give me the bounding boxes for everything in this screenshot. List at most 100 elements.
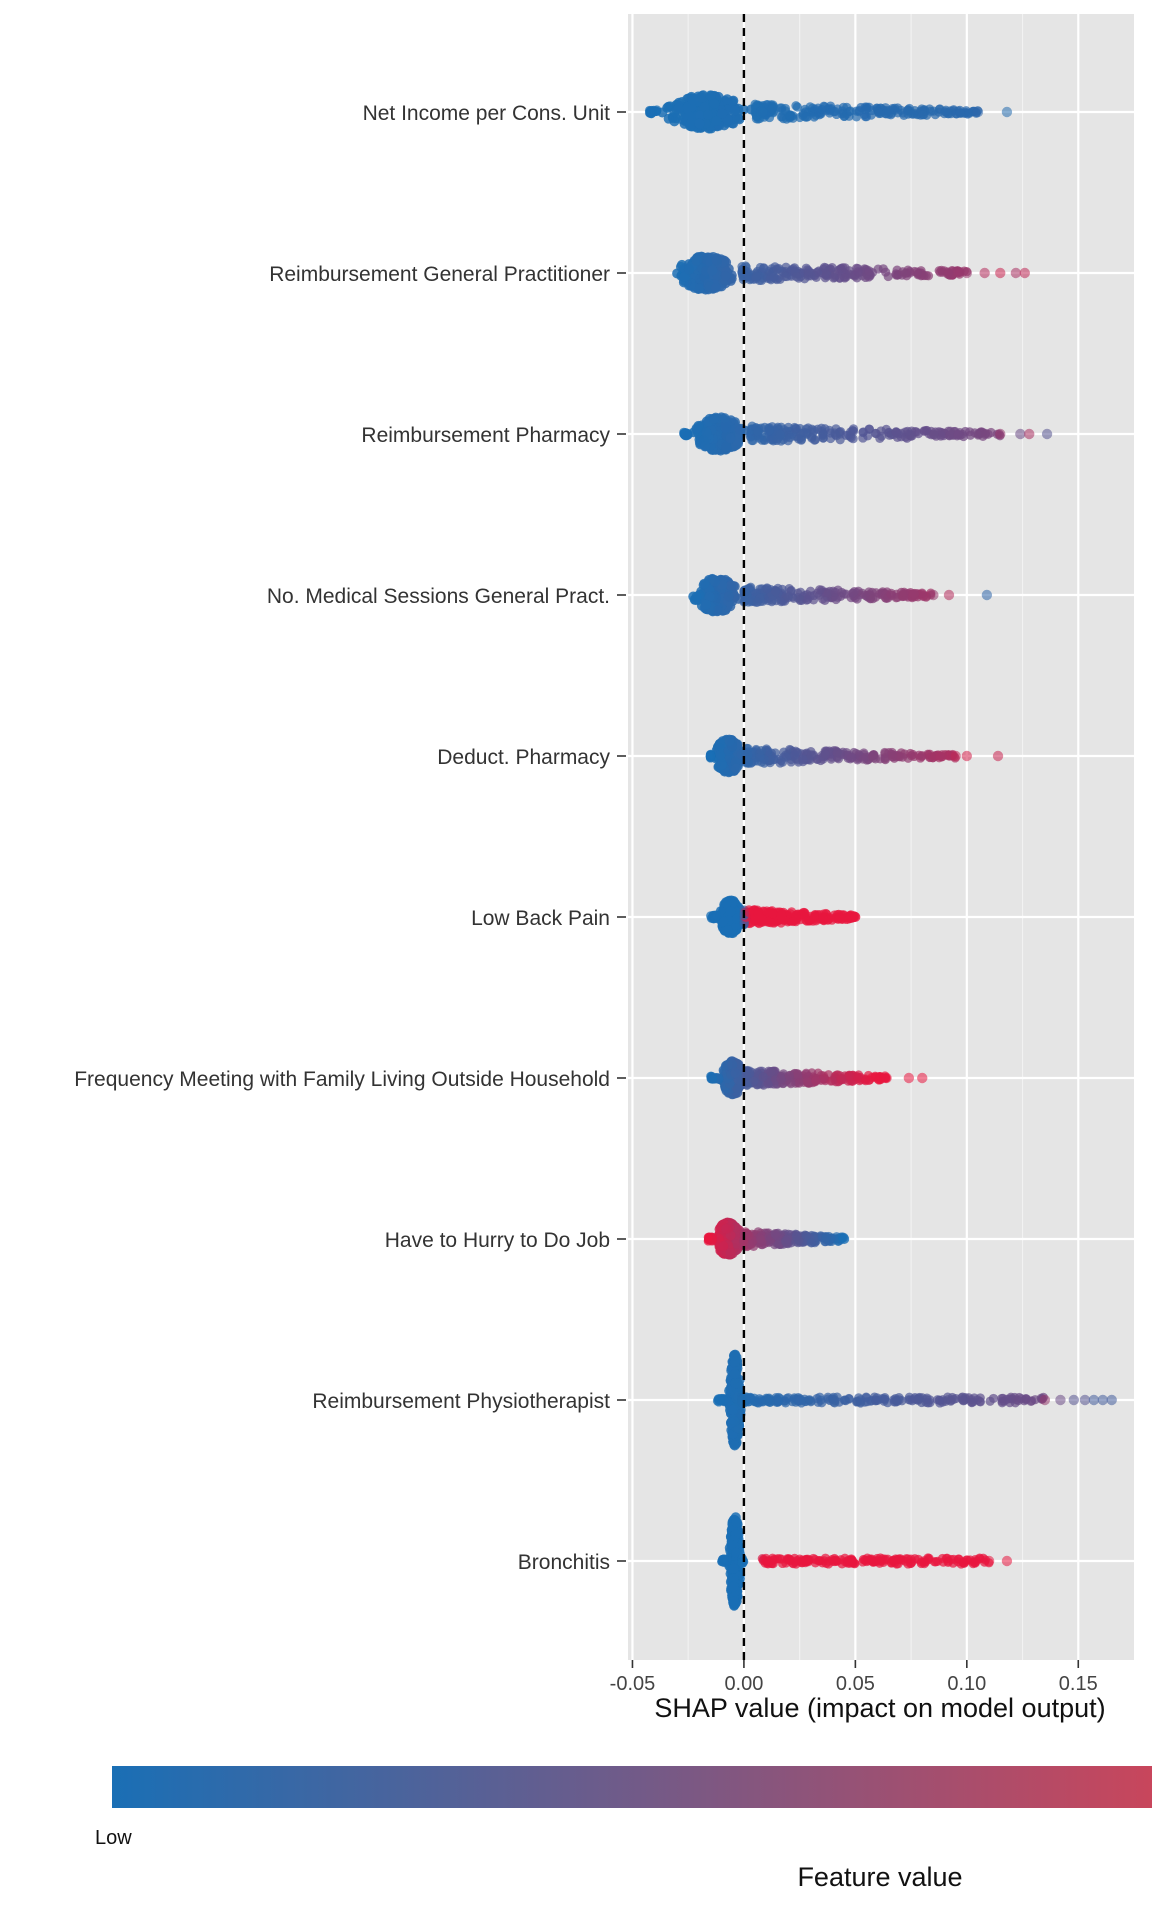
- outlier-point: [950, 751, 960, 761]
- data-point: [848, 589, 857, 598]
- data-point: [726, 1418, 736, 1428]
- data-point: [683, 431, 692, 440]
- data-point: [753, 908, 762, 917]
- data-point: [837, 914, 846, 923]
- data-point: [765, 426, 774, 435]
- outlier-point: [928, 590, 938, 600]
- outlier-point: [1024, 429, 1034, 439]
- data-point: [720, 271, 730, 281]
- data-point: [906, 749, 915, 758]
- data-point: [785, 1071, 794, 1080]
- data-point: [745, 908, 754, 917]
- data-point: [875, 1559, 884, 1568]
- data-point: [729, 1564, 739, 1574]
- outlier-point: [1002, 107, 1012, 117]
- data-point: [774, 1393, 783, 1402]
- data-point: [684, 264, 694, 274]
- data-point: [871, 1072, 880, 1081]
- data-point: [822, 1233, 831, 1242]
- data-point: [725, 906, 735, 916]
- data-point: [869, 750, 878, 759]
- data-point: [766, 1067, 775, 1076]
- data-point: [815, 585, 824, 594]
- outlier-point: [995, 429, 1005, 439]
- data-point: [702, 428, 712, 438]
- data-point: [764, 1394, 773, 1403]
- data-point: [903, 1554, 912, 1563]
- data-point: [846, 106, 855, 115]
- data-point: [885, 106, 894, 115]
- data-point: [793, 102, 802, 111]
- outlier-point: [1069, 1395, 1079, 1405]
- data-point: [738, 1558, 747, 1567]
- data-point: [1021, 1395, 1030, 1404]
- data-point: [744, 1231, 753, 1240]
- data-point: [863, 431, 872, 440]
- data-point: [682, 103, 692, 113]
- outlier-point: [982, 590, 992, 600]
- data-point: [692, 256, 702, 266]
- data-point: [700, 442, 710, 452]
- data-point: [703, 110, 713, 120]
- data-point: [789, 917, 798, 926]
- data-point: [724, 591, 734, 601]
- data-point: [853, 267, 862, 276]
- outlier-point: [1011, 268, 1021, 278]
- data-point: [728, 1582, 738, 1592]
- data-point: [840, 263, 849, 272]
- data-point: [784, 423, 793, 432]
- data-point: [795, 1079, 804, 1088]
- data-point: [953, 430, 962, 439]
- outlier-point: [904, 1073, 914, 1083]
- data-point: [802, 113, 811, 122]
- data-point: [920, 426, 929, 435]
- data-point: [768, 596, 777, 605]
- data-point: [861, 105, 870, 114]
- outlier-point: [1002, 1556, 1012, 1566]
- data-point: [719, 1554, 728, 1563]
- data-point: [763, 584, 772, 593]
- data-point: [730, 1441, 740, 1451]
- data-point: [771, 1229, 780, 1238]
- data-point: [711, 116, 721, 126]
- outlier-point: [979, 268, 989, 278]
- data-point: [771, 587, 780, 596]
- data-point: [778, 758, 787, 767]
- data-point: [841, 431, 850, 440]
- data-point: [701, 600, 711, 610]
- data-point: [731, 1517, 741, 1527]
- data-point: [847, 753, 856, 762]
- data-point: [859, 754, 868, 763]
- data-point: [704, 1233, 713, 1242]
- data-point: [803, 595, 812, 604]
- data-point: [913, 267, 922, 276]
- data-point: [780, 272, 789, 281]
- data-point: [777, 1555, 786, 1564]
- data-point: [833, 748, 842, 757]
- data-point: [729, 1596, 739, 1606]
- data-point: [758, 108, 767, 117]
- data-point: [707, 266, 717, 276]
- data-point: [837, 1074, 846, 1083]
- data-point: [818, 1558, 827, 1567]
- data-point: [898, 267, 907, 276]
- outlier-point: [1107, 1395, 1117, 1405]
- data-point: [840, 273, 849, 282]
- data-point: [751, 100, 760, 109]
- data-point: [792, 1556, 801, 1565]
- data-point: [886, 590, 895, 599]
- data-point: [794, 434, 803, 443]
- data-point: [802, 1556, 811, 1565]
- data-point: [1000, 1397, 1009, 1406]
- outlier-point: [993, 751, 1003, 761]
- data-point: [709, 99, 719, 109]
- data-point: [821, 749, 830, 758]
- data-point: [695, 119, 705, 129]
- data-point: [756, 1234, 765, 1243]
- data-point: [845, 1071, 854, 1080]
- outlier-point: [973, 107, 983, 117]
- data-point: [776, 430, 785, 439]
- data-point: [711, 283, 721, 293]
- data-point: [785, 433, 794, 442]
- data-point: [914, 751, 923, 760]
